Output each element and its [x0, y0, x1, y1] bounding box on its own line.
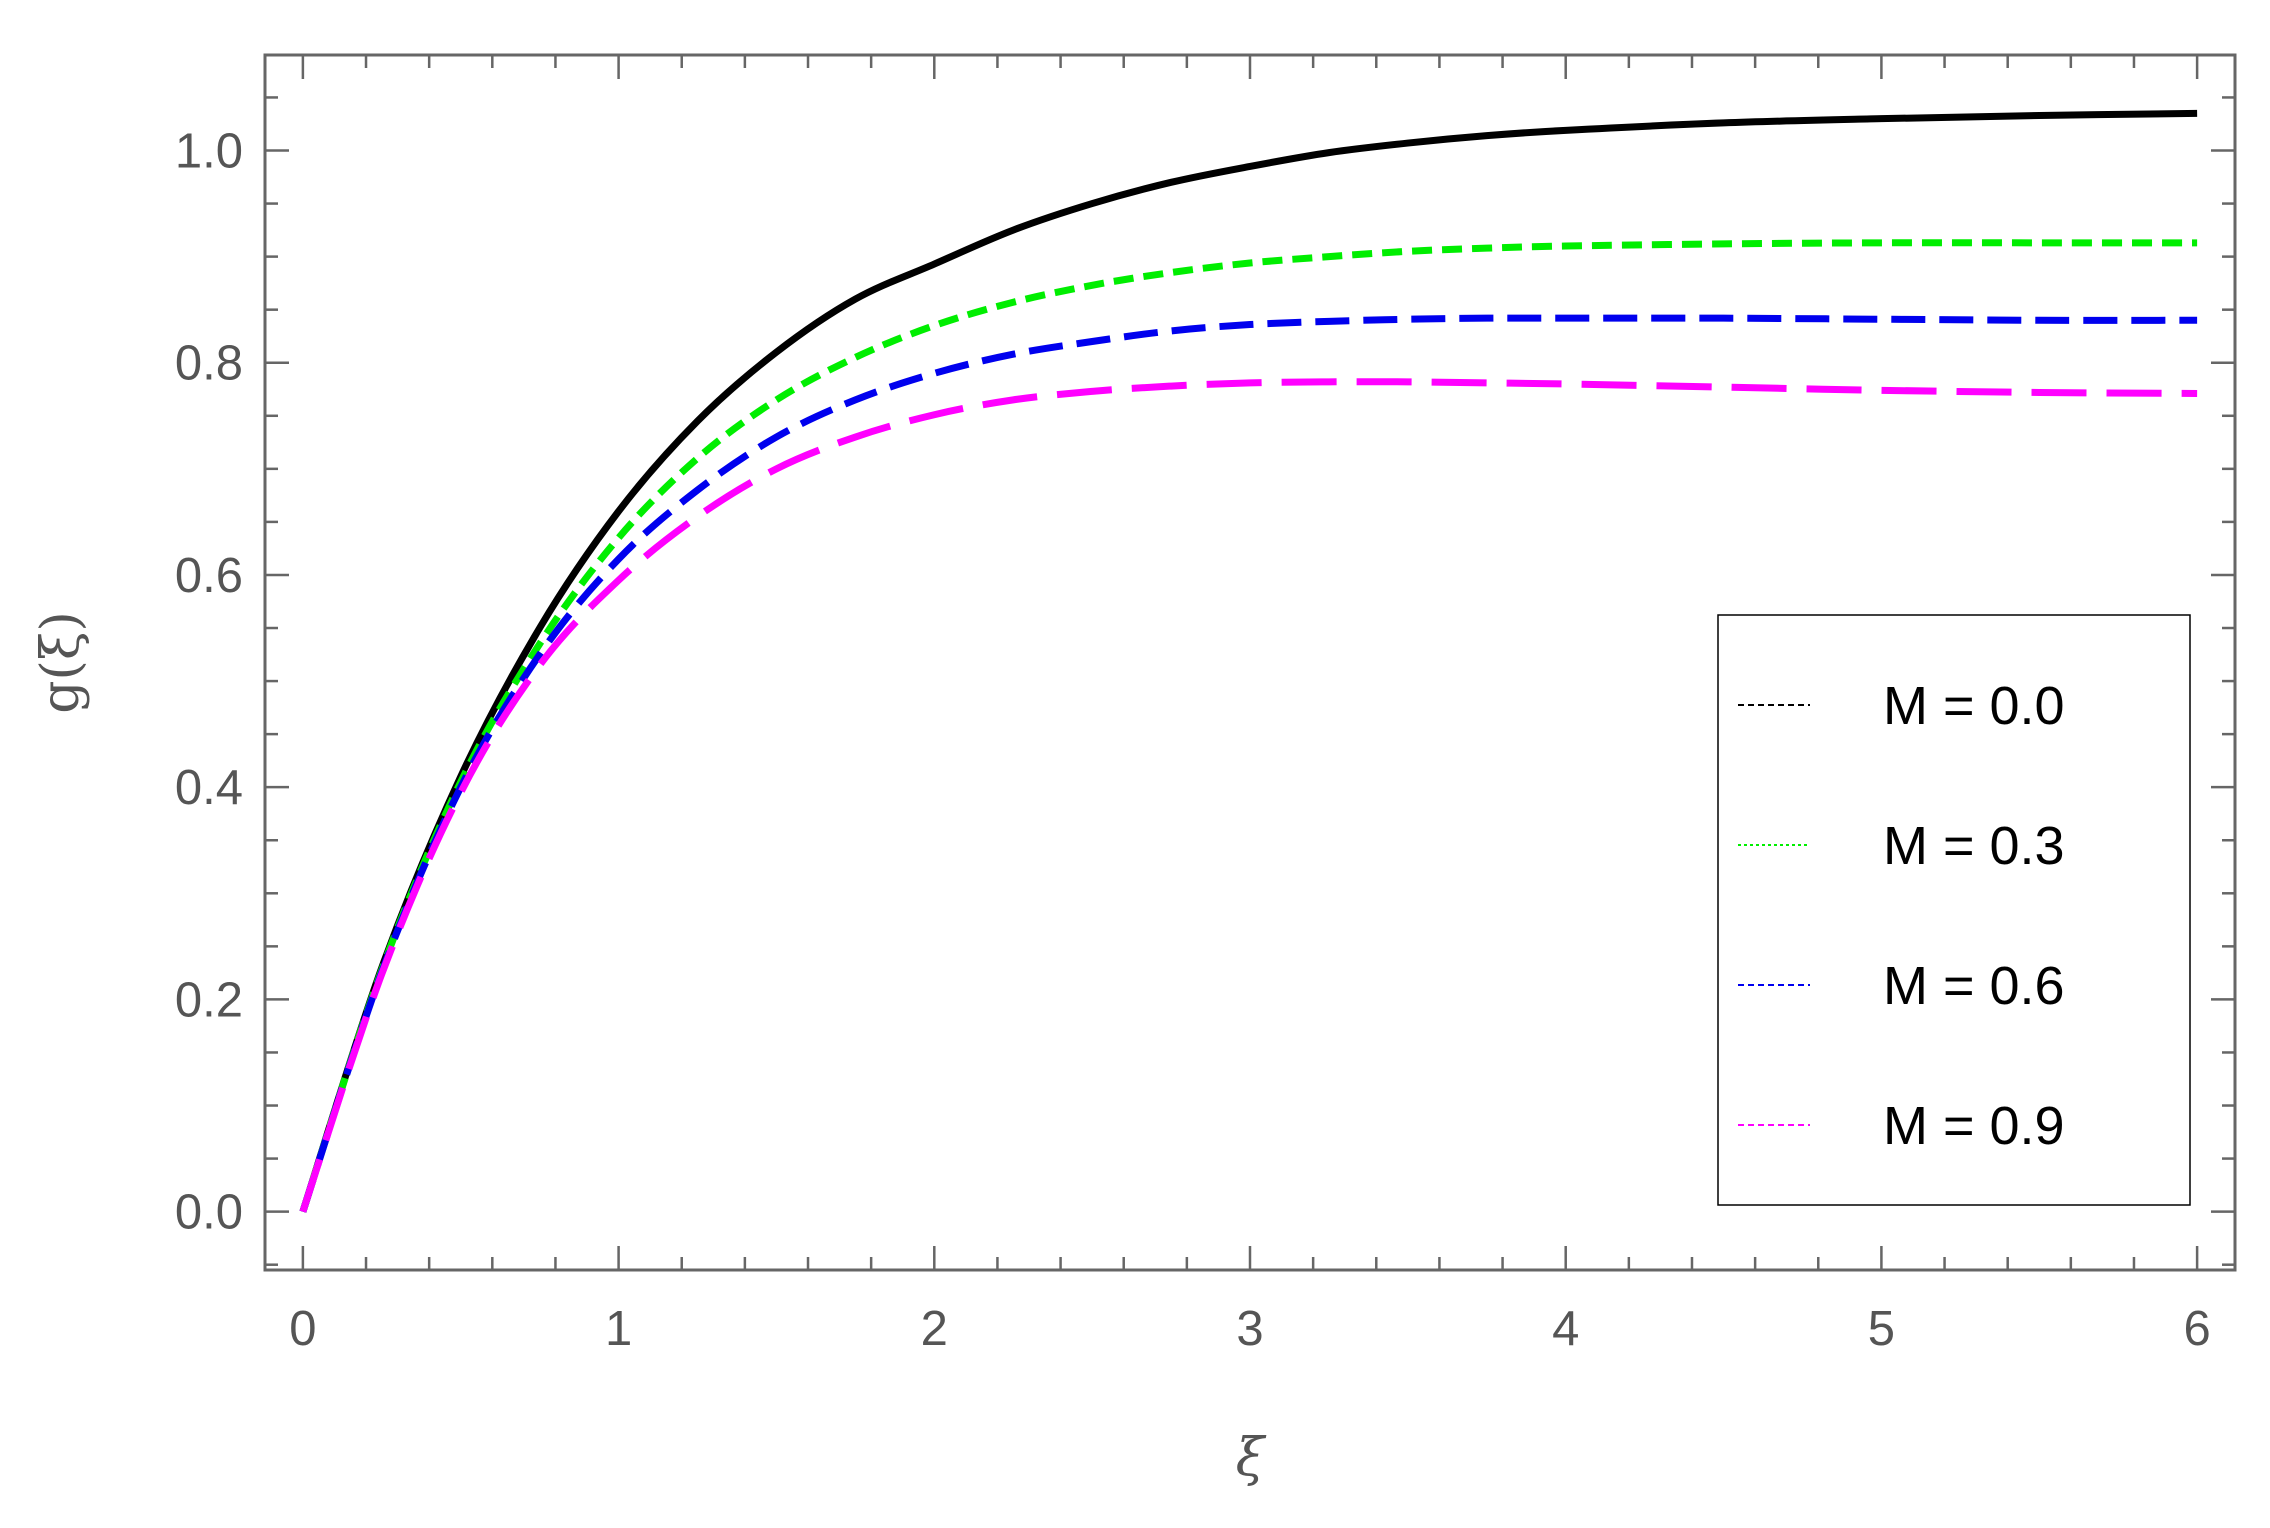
x-tick-label: 5: [1868, 1302, 1895, 1356]
x-tick-label: 0: [289, 1302, 316, 1356]
axis-ticks: [265, 55, 2235, 1270]
y-axis-title: g(ξ): [31, 611, 91, 714]
axis-tick-labels: 0 1 2 3 4 5 6 0.0 0.2 0.4 0.6 0.8 1.0: [175, 125, 2211, 1356]
x-tick-label: 6: [2183, 1302, 2210, 1356]
series-line-m-0-0: [299, 109, 2198, 1213]
x-axis-title: ξ: [1236, 1428, 1267, 1488]
series-line-m-0-9: [299, 378, 2198, 1213]
x-tick-label: 2: [921, 1302, 948, 1356]
y-tick-label: 0.4: [175, 761, 243, 815]
legend-label-m-0-3: M = 0.3: [1883, 816, 2065, 876]
legend-label-m-0-0: M = 0.0: [1883, 676, 2065, 736]
series-line-m-0-6: [299, 314, 2198, 1213]
y-tick-label: 0.8: [175, 337, 243, 391]
legend-label-m-0-6: M = 0.6: [1883, 956, 2065, 1016]
y-tick-label: 0.0: [175, 1186, 243, 1240]
legend-label-m-0-9: M = 0.9: [1883, 1096, 2065, 1156]
x-tick-label: 3: [1236, 1302, 1263, 1356]
legend: M = 0.0 M = 0.3 M = 0.6 M = 0.9: [1717, 614, 2191, 1206]
x-tick-label: 1: [605, 1302, 632, 1356]
y-tick-label: 1.0: [175, 125, 243, 179]
y-tick-label: 0.6: [175, 549, 243, 603]
legend-box: [1717, 614, 2191, 1206]
series-line-m-0-3: [299, 239, 2198, 1213]
series-layer: [299, 109, 2198, 1213]
x-tick-label: 4: [1552, 1302, 1579, 1356]
y-tick-label: 0.2: [175, 973, 243, 1027]
